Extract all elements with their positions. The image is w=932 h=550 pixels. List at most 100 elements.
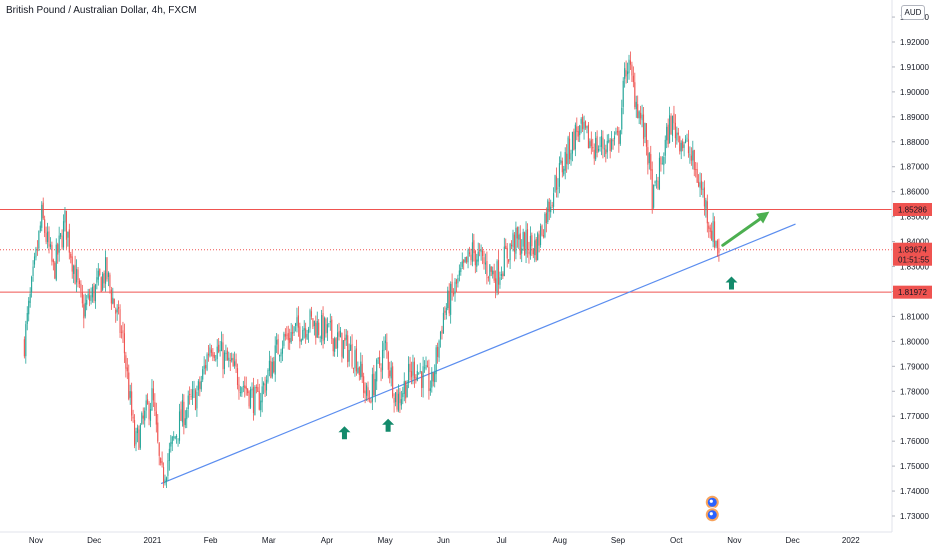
- time-axis[interactable]: Nov Dec 2021 Feb Mar Apr May Jun Jul Aug Sep Oct Nov…: [0, 531, 892, 545]
- projection-arrow-shaft: [721, 215, 765, 247]
- y-tick-label: 1.77000: [900, 412, 929, 421]
- currency-badge[interactable]: AUD: [901, 5, 925, 20]
- up-arrow-icon: [382, 418, 395, 432]
- y-tick-label: 1.88000: [900, 138, 929, 147]
- candle-body: [257, 387, 259, 392]
- event-badge-dot: [709, 512, 713, 516]
- candle-body: [525, 229, 527, 254]
- x-tick-label: Mar: [262, 536, 276, 545]
- candle-body: [502, 273, 504, 277]
- candle-body: [595, 137, 597, 160]
- candle-body: [157, 422, 159, 442]
- candle-body: [160, 458, 162, 463]
- candle-body: [480, 249, 482, 253]
- candle-body: [506, 247, 508, 259]
- up-arrow-icon: [338, 426, 351, 440]
- candle-body: [171, 436, 173, 444]
- projection-arrow-head-icon: [756, 211, 770, 224]
- x-tick-label: May: [378, 536, 393, 545]
- candle-body: [406, 385, 408, 398]
- candle-body: [390, 367, 392, 379]
- candle-body: [714, 221, 716, 248]
- candle-body: [212, 352, 214, 357]
- level-price-marker: [893, 285, 932, 299]
- candle-body: [352, 368, 355, 369]
- candle-body: [44, 219, 46, 233]
- candle-body: [306, 333, 308, 340]
- candle-body: [666, 126, 668, 141]
- candle-body: [131, 391, 133, 416]
- candle-body: [64, 210, 66, 223]
- candle-body: [611, 138, 613, 150]
- candle-body: [65, 210, 67, 240]
- candle-body: [183, 401, 185, 427]
- candle-body: [223, 352, 226, 369]
- candle-body: [402, 393, 404, 398]
- candle-body: [540, 226, 542, 246]
- candle-body: [76, 269, 78, 283]
- candle-body: [687, 139, 690, 154]
- candle-body: [505, 245, 507, 250]
- candle-body: [554, 175, 556, 192]
- candle-body: [308, 328, 310, 334]
- candle-body: [287, 333, 289, 341]
- candle-body: [564, 152, 566, 171]
- annotations: [338, 211, 770, 523]
- candle-body: [693, 149, 695, 170]
- y-tick-label: 1.78000: [900, 387, 929, 396]
- candle-body: [270, 360, 272, 379]
- candle-body: [71, 256, 73, 272]
- price-axis[interactable]: 1.73000 1.74000 1.75000 1.76000 1.77000 1.780…: [891, 0, 932, 550]
- candle-body: [122, 330, 124, 334]
- candle-body: [445, 307, 447, 316]
- candle-body: [641, 114, 643, 121]
- candle-body: [62, 221, 65, 248]
- candle-body: [135, 431, 137, 445]
- candle-body: [392, 366, 394, 397]
- candle-body: [426, 365, 429, 368]
- candle-body: [158, 443, 160, 456]
- candle-body: [52, 259, 54, 263]
- candle-body: [265, 379, 268, 391]
- candle-body: [560, 159, 562, 164]
- candle-body: [451, 281, 453, 292]
- candle-body: [86, 299, 88, 305]
- candle-body: [254, 386, 256, 416]
- candle-body: [470, 254, 472, 261]
- candle-body: [226, 350, 228, 361]
- candle-body: [68, 229, 70, 253]
- candle-body: [109, 274, 111, 288]
- x-tick-label: Nov: [29, 536, 43, 545]
- candle-body: [363, 376, 365, 393]
- candle-body: [686, 137, 688, 139]
- candle-body: [358, 367, 360, 375]
- candle-body: [685, 139, 687, 144]
- candle-body: [642, 114, 645, 139]
- candle-body: [129, 391, 131, 398]
- candle-body: [286, 334, 288, 336]
- candle-body: [325, 319, 327, 334]
- candle-body: [199, 381, 201, 389]
- candle-body: [178, 411, 181, 441]
- candle-body: [535, 238, 537, 260]
- candle-body: [419, 371, 421, 372]
- candle-body: [106, 257, 108, 280]
- candle-body: [168, 448, 170, 462]
- candle-body: [561, 160, 563, 173]
- candle-body: [512, 233, 514, 248]
- candle-body: [197, 381, 199, 391]
- candle-body: [435, 347, 437, 375]
- candle-body: [412, 361, 414, 376]
- candle-body: [351, 344, 353, 367]
- candle-body: [716, 240, 719, 249]
- candle-body: [145, 400, 147, 411]
- candle-body: [428, 367, 430, 392]
- candle-body: [228, 357, 230, 361]
- candle-body: [551, 204, 553, 206]
- candle-body: [245, 386, 247, 390]
- candle-body: [474, 250, 476, 266]
- candle-body: [638, 111, 640, 119]
- candle-body: [102, 273, 104, 290]
- candle-body: [653, 184, 655, 208]
